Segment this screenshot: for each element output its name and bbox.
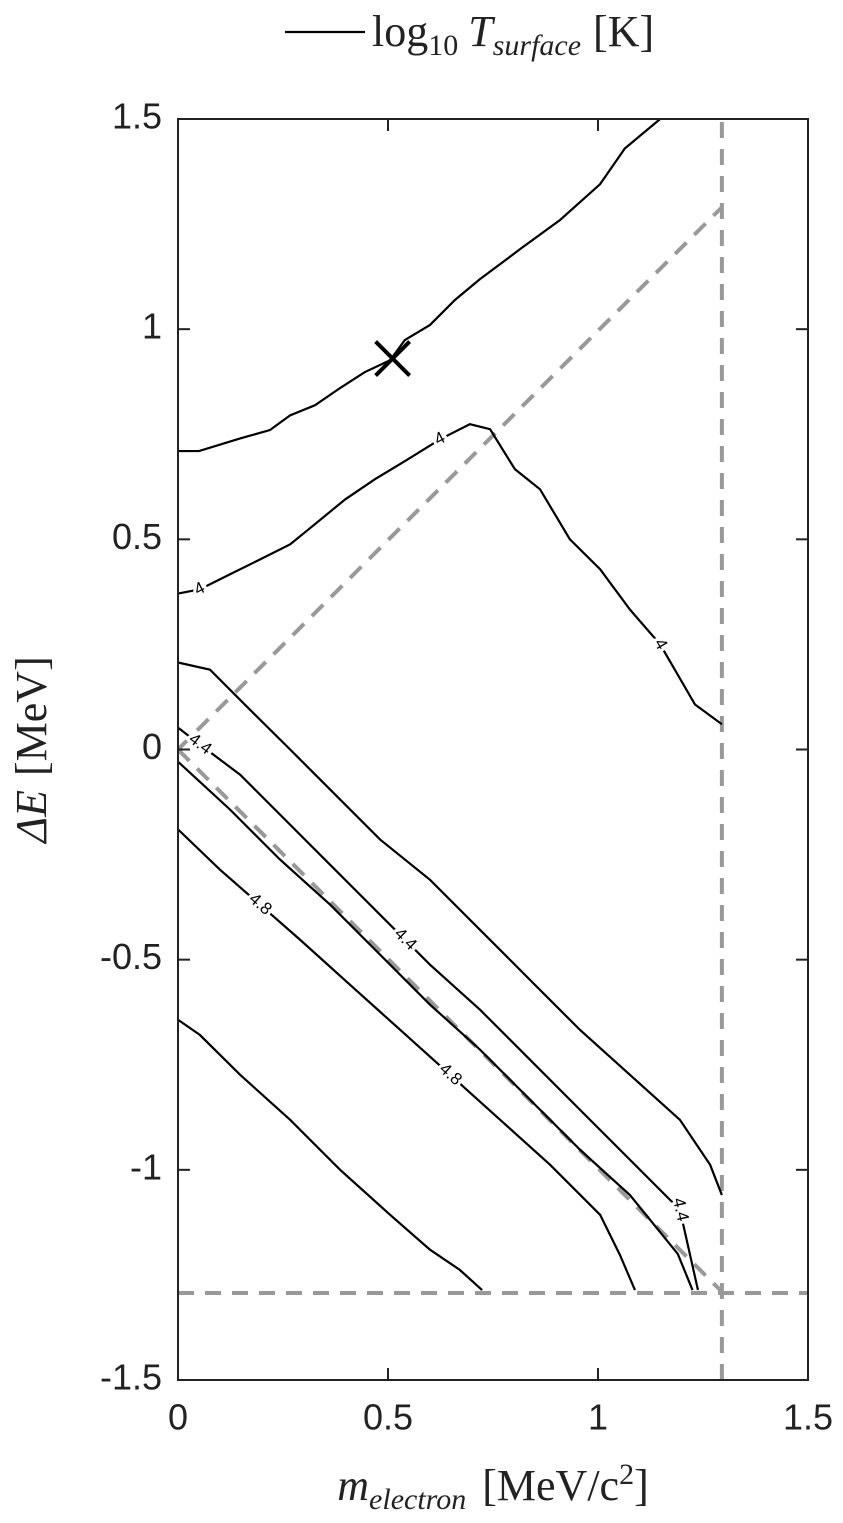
legend-tsub: surface [493,29,581,62]
contour-label: 4.4 [669,1196,693,1223]
contour-line [177,726,700,1291]
legend-log: log [372,7,428,56]
x-tick-label: 1 [588,1397,608,1438]
contour-line [178,118,661,453]
y-label-main: ΔE [7,790,56,845]
contour-label: 4 [191,578,208,599]
y-axis-label: ΔE [MeV] [7,656,56,844]
y-tick-label: -1.5 [100,1357,162,1398]
y-tick-label: 0.5 [112,516,162,557]
legend-label: log10 Tsurface [K] [372,7,654,62]
x-axis-label: melectron [MeV/c2] [337,1458,648,1516]
y-tick-label: 1 [142,306,162,347]
x-label-main: m [337,1461,369,1510]
reference-line [178,748,724,1294]
contour-line [177,760,694,1291]
contour-line [177,828,636,1291]
x-tick-label: 1.5 [783,1397,833,1438]
y-tick-label: -0.5 [100,936,162,977]
x-label-sub: electron [369,1483,466,1516]
x-label-sup: 2 [619,1458,634,1491]
y-label-unit: [MeV] [7,656,56,776]
x-tick-label: 0 [168,1397,188,1438]
contour-label: 4 [431,428,448,449]
axes-box [177,118,809,1381]
y-tick-label: 0 [142,726,162,767]
legend-t: T [468,7,496,56]
y-tick-label: -1 [130,1146,162,1187]
marker [374,340,412,378]
legend-unit: [K] [593,7,654,56]
x-label-unit: [MeV/c [482,1461,619,1510]
y-tick-label: 1.5 [112,96,162,137]
reference-line [178,205,724,751]
contour-line [177,422,723,726]
x-label-end: ] [634,1461,649,1510]
x-tick-label: 0.5 [363,1397,413,1438]
legend-sub: 10 [428,29,458,62]
contour-line [177,1018,483,1291]
contour-line [177,661,723,1196]
